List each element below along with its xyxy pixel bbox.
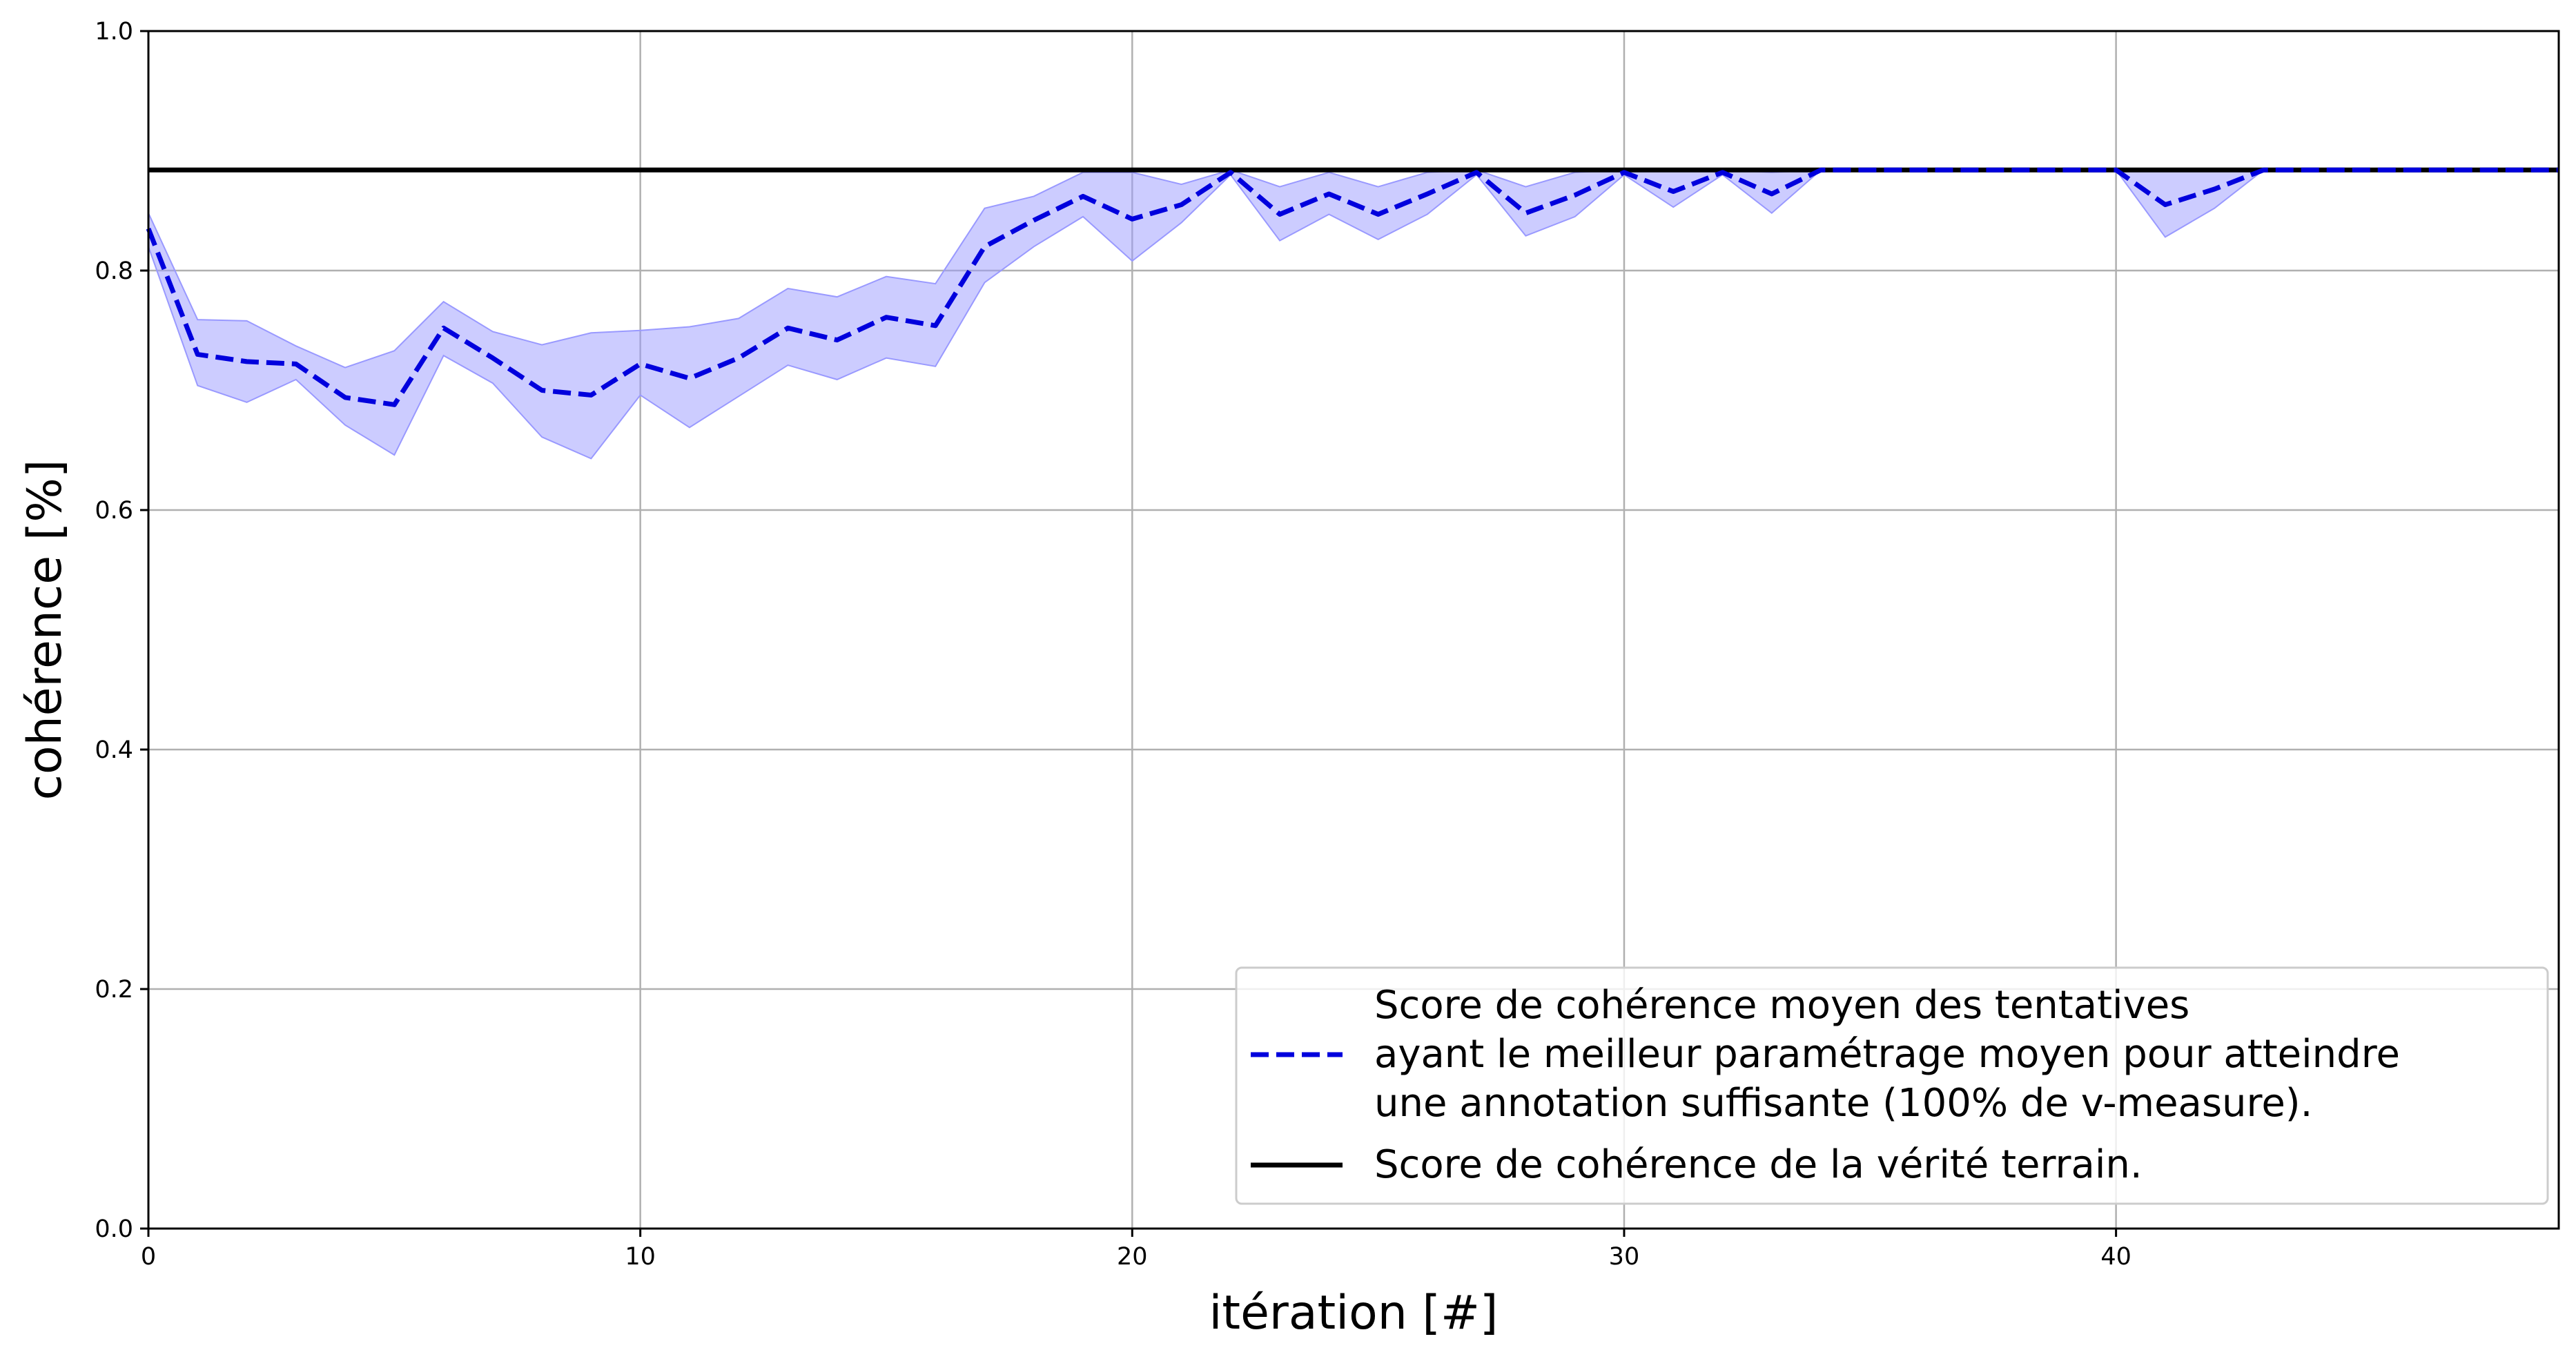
legend-label-ground-truth: Score de cohérence de la vérité terrain. [1374,1142,2143,1187]
legend-label-mean-score-line-1: Score de cohérence moyen des tentatives [1374,983,2189,1028]
y-axis-label: cohérence [%] [18,460,72,801]
plot-frame [147,30,2560,1230]
x-tick-label-2: 20 [1117,1243,1148,1271]
y-tick-label-3: 0.6 [95,497,133,525]
legend-box [1235,966,2549,1205]
x-tick-label-4: 40 [2100,1243,2131,1271]
y-tick-label-2: 0.4 [95,736,133,764]
axis-ticks: 0 10 20 30 40 0.0 0.2 0.4 0.6 0.8 1.0 [95,18,2131,1271]
x-axis-label: itération [#] [1209,1286,1499,1340]
series-line-mean-score [146,167,2559,407]
y-tick-label-4: 0.8 [95,257,133,285]
x-tick-label-3: 30 [1609,1243,1640,1271]
x-tick-label-1: 10 [625,1243,656,1271]
y-tick-label-0: 0.0 [95,1215,133,1243]
legend-label-mean-score-line-2: ayant le meilleur paramétrage moyen pour… [1374,1032,2400,1077]
y-tick-label-1: 0.2 [95,976,133,1004]
legend: Score de cohérence moyen des tentatives … [1235,966,2549,1205]
series-lines [146,167,2559,407]
legend-label-mean-score-line-3: une annotation suffisante (100% de v-mea… [1374,1081,2312,1126]
y-tick-label-5: 1.0 [95,18,133,46]
x-tick-label-0: 0 [141,1243,156,1271]
